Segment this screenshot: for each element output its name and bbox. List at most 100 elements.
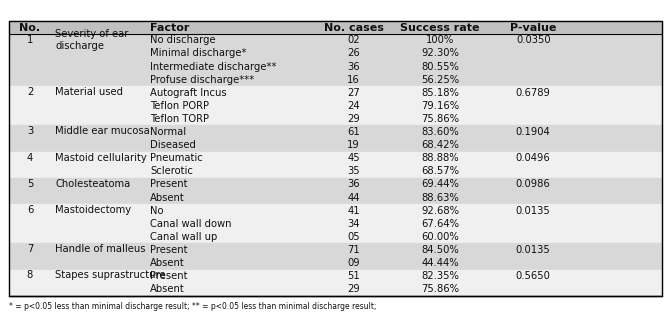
Text: Sclerotic: Sclerotic <box>150 166 193 176</box>
Text: 0.6789: 0.6789 <box>516 88 551 98</box>
Text: 68.57%: 68.57% <box>421 166 459 176</box>
Bar <box>9 99 662 113</box>
Text: 100%: 100% <box>426 36 454 45</box>
Text: 26: 26 <box>347 49 360 58</box>
Bar <box>9 113 662 126</box>
Text: Material used: Material used <box>55 87 123 97</box>
Text: Handle of malleus: Handle of malleus <box>55 244 146 254</box>
Bar <box>9 269 662 283</box>
Bar <box>9 21 662 34</box>
Text: 88.88%: 88.88% <box>421 153 459 163</box>
Text: 0.5650: 0.5650 <box>516 271 551 281</box>
Text: * = p<0.05 less than minimal discharge result; ** = p<0.05 less than minimal dis: * = p<0.05 less than minimal discharge r… <box>9 302 376 311</box>
Text: 1: 1 <box>27 35 33 45</box>
Text: 44: 44 <box>347 192 360 203</box>
Bar <box>9 73 662 86</box>
Bar <box>9 86 662 99</box>
Text: Absent: Absent <box>150 192 185 203</box>
Text: 60.00%: 60.00% <box>421 232 459 242</box>
Text: Factor: Factor <box>150 23 189 33</box>
Text: 92.30%: 92.30% <box>421 49 459 58</box>
Text: Teflon PORP: Teflon PORP <box>150 101 209 111</box>
Text: 8: 8 <box>27 270 33 281</box>
Bar <box>9 152 662 165</box>
Text: 24: 24 <box>347 101 360 111</box>
Text: 6: 6 <box>27 205 33 215</box>
Text: 35: 35 <box>347 166 360 176</box>
Bar <box>9 165 662 178</box>
Text: Middle ear mucosa: Middle ear mucosa <box>55 126 150 136</box>
Text: No: No <box>150 206 164 216</box>
Text: Absent: Absent <box>150 284 185 294</box>
Text: 05: 05 <box>347 232 360 242</box>
Text: 69.44%: 69.44% <box>421 179 459 190</box>
Text: 75.86%: 75.86% <box>421 114 459 124</box>
Text: Present: Present <box>150 245 187 255</box>
Text: Mastoidectomy: Mastoidectomy <box>55 205 132 215</box>
Bar <box>9 60 662 73</box>
Text: 02: 02 <box>347 36 360 45</box>
Text: 7: 7 <box>27 244 33 254</box>
Bar <box>9 191 662 204</box>
Text: 41: 41 <box>347 206 360 216</box>
Text: 09: 09 <box>347 258 360 268</box>
Text: Canal wall up: Canal wall up <box>150 232 217 242</box>
Text: 56.25%: 56.25% <box>421 74 459 85</box>
Text: 19: 19 <box>347 140 360 150</box>
Text: 0.1904: 0.1904 <box>516 127 551 137</box>
Bar <box>9 243 662 256</box>
Text: No.: No. <box>19 23 40 33</box>
Text: 5: 5 <box>27 179 33 189</box>
Bar <box>9 283 662 296</box>
Text: 45: 45 <box>347 153 360 163</box>
Text: 79.16%: 79.16% <box>421 101 459 111</box>
Text: 83.60%: 83.60% <box>421 127 459 137</box>
Text: Teflon TORP: Teflon TORP <box>150 114 209 124</box>
Text: 0.0135: 0.0135 <box>516 206 551 216</box>
Text: 16: 16 <box>347 74 360 85</box>
Text: Normal: Normal <box>150 127 186 137</box>
Bar <box>9 34 662 47</box>
Text: 34: 34 <box>347 219 360 229</box>
Text: 68.42%: 68.42% <box>421 140 459 150</box>
Text: 36: 36 <box>347 61 360 72</box>
Bar <box>9 178 662 191</box>
Text: 44.44%: 44.44% <box>421 258 459 268</box>
Text: 27: 27 <box>347 88 360 98</box>
Bar <box>9 126 662 139</box>
Text: Profuse discharge***: Profuse discharge*** <box>150 74 254 85</box>
Text: 0.0496: 0.0496 <box>516 153 551 163</box>
Bar <box>9 47 662 60</box>
Text: 3: 3 <box>27 126 33 136</box>
Bar <box>9 256 662 269</box>
Text: Diseased: Diseased <box>150 140 196 150</box>
Text: 0.0350: 0.0350 <box>516 36 550 45</box>
Text: Canal wall down: Canal wall down <box>150 219 231 229</box>
Text: Severity of ear
discharge: Severity of ear discharge <box>55 29 129 51</box>
Text: 75.86%: 75.86% <box>421 284 459 294</box>
Text: No. cases: No. cases <box>323 23 383 33</box>
Text: Minimal discharge*: Minimal discharge* <box>150 49 246 58</box>
Text: Pneumatic: Pneumatic <box>150 153 203 163</box>
Text: Intermediate discharge**: Intermediate discharge** <box>150 61 276 72</box>
Text: No discharge: No discharge <box>150 36 215 45</box>
Text: Mastoid cellularity: Mastoid cellularity <box>55 152 147 163</box>
Text: 36: 36 <box>347 179 360 190</box>
Text: 67.64%: 67.64% <box>421 219 459 229</box>
Text: 29: 29 <box>347 284 360 294</box>
Text: 0.0986: 0.0986 <box>516 179 551 190</box>
Text: 85.18%: 85.18% <box>421 88 459 98</box>
Text: 84.50%: 84.50% <box>421 245 459 255</box>
Text: Present: Present <box>150 271 187 281</box>
Bar <box>9 217 662 230</box>
Text: 80.55%: 80.55% <box>421 61 459 72</box>
Text: Success rate: Success rate <box>401 23 480 33</box>
Text: 92.68%: 92.68% <box>421 206 459 216</box>
Bar <box>9 139 662 152</box>
Text: 71: 71 <box>347 245 360 255</box>
Text: 0.0135: 0.0135 <box>516 245 551 255</box>
Text: 4: 4 <box>27 152 33 163</box>
Text: Stapes suprastructure: Stapes suprastructure <box>55 270 166 281</box>
Text: Cholesteatoma: Cholesteatoma <box>55 179 130 189</box>
Text: 61: 61 <box>347 127 360 137</box>
